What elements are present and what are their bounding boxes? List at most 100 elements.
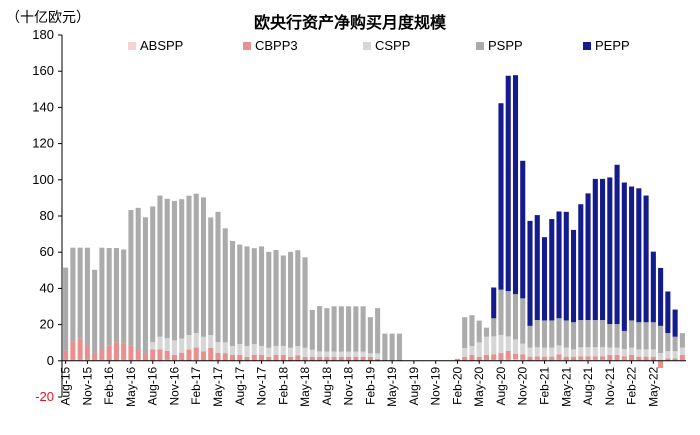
bar-cspp-71 (578, 347, 584, 357)
x-tick-label: Nov-20 (516, 366, 530, 405)
bar-cbpp3-13 (157, 349, 163, 361)
bar-pspp-12 (150, 206, 156, 343)
bar-pspp-79 (636, 322, 642, 350)
bar-cbpp3-20 (208, 347, 214, 361)
bar-cspp-39 (346, 351, 352, 357)
bar-pepp-79 (636, 188, 642, 323)
bar-cbpp3-26 (251, 355, 257, 361)
bar-pspp-41 (360, 306, 366, 352)
bar-abspp-62 (512, 359, 519, 361)
bar-cspp-38 (338, 351, 344, 357)
bar-cbpp3-33 (302, 356, 308, 361)
bar-pspp-69 (563, 320, 569, 348)
bar-cbpp3-0 (63, 350, 69, 360)
x-tick-label: Aug-18 (320, 366, 334, 405)
bar-pepp-73 (592, 178, 598, 321)
x-tick-label: Nov-21 (603, 366, 617, 405)
bar-cbpp3-28 (266, 356, 272, 361)
bar-pspp-20 (208, 217, 214, 336)
y-tick-label: 160 (32, 63, 54, 78)
legend-label-abspp: ABSPP (140, 38, 183, 53)
bar-cspp-69 (563, 347, 569, 357)
x-tick-label: May-18 (298, 366, 312, 406)
bar-cbpp3-43 (375, 358, 381, 361)
bar-pepp-69 (563, 211, 569, 321)
bar-cbpp3-16 (179, 353, 185, 361)
bar-pspp-30 (280, 255, 286, 346)
y-tick-label: 40 (40, 280, 54, 295)
bar-cbpp3-62 (512, 353, 519, 360)
bar-pepp-65 (534, 215, 540, 321)
bar-pspp-17 (186, 195, 192, 336)
bar-pspp-4 (92, 269, 98, 354)
bar-cspp-13 (157, 336, 163, 350)
bar-cbpp3-8 (121, 343, 127, 360)
bar-cspp-30 (280, 345, 286, 356)
bar-pspp-7 (113, 248, 119, 343)
bar-pspp-39 (346, 306, 352, 352)
bar-cspp-33 (302, 347, 308, 357)
y-tick-label: -20 (35, 389, 54, 404)
x-tick-label: Nov-17 (255, 366, 269, 405)
legend-label-pspp: PSPP (488, 38, 523, 53)
bar-cbpp3-1 (70, 341, 76, 360)
bar-pspp-9 (128, 210, 134, 346)
bar-cbpp3-38 (338, 356, 344, 361)
bar-pspp-38 (338, 306, 344, 352)
bar-pspp-43 (375, 308, 381, 354)
bar-cbpp3-68 (556, 354, 562, 360)
bar-pspp-31 (288, 251, 294, 348)
legend-label-pepp: PEPP (595, 38, 630, 53)
y-tick-label: 20 (40, 317, 54, 332)
bar-pspp-0 (63, 267, 69, 351)
bar-pepp-64 (527, 220, 533, 326)
bar-pspp-32 (295, 250, 301, 347)
bar-pepp-61 (505, 75, 511, 292)
bar-pepp-83 (665, 291, 671, 334)
bar-cspp-41 (360, 351, 366, 357)
bar-pspp-83 (665, 333, 671, 352)
bar-cbpp3-39 (346, 356, 352, 361)
x-tick-label: Feb-16 (102, 366, 116, 404)
bar-pspp-45 (389, 333, 395, 361)
bar-cspp-12 (150, 342, 156, 350)
x-tick-label: Feb-19 (363, 366, 377, 404)
x-tick-label: Aug-20 (494, 366, 508, 405)
bar-cbpp3-22 (222, 353, 228, 361)
bar-cbpp3-73 (592, 356, 598, 360)
bar-pspp-8 (121, 249, 127, 344)
bar-pspp-24 (237, 244, 243, 345)
legend-label-cspp: CSPP (375, 38, 410, 53)
x-tick-label: Aug-21 (581, 366, 595, 405)
bar-cspp-67 (549, 347, 555, 357)
bar-pspp-64 (527, 325, 533, 348)
legend-swatch-pspp (476, 42, 484, 50)
bar-cspp-65 (534, 347, 540, 357)
x-tick-label: Nov-19 (429, 366, 443, 405)
bar-cbpp3-57 (476, 356, 482, 361)
bar-cbpp3-63 (520, 354, 526, 360)
bar-pspp-33 (302, 257, 308, 348)
x-tick-label: May-21 (559, 366, 573, 406)
bar-cspp-68 (556, 345, 562, 355)
bar-pspp-62 (512, 294, 519, 340)
bar-pepp-60 (498, 103, 504, 290)
bar-pspp-23 (229, 240, 236, 346)
bar-cbpp3-18 (193, 347, 199, 361)
bar-pspp-28 (266, 251, 272, 348)
bar-pspp-37 (331, 306, 337, 352)
bar-pepp-63 (520, 160, 526, 299)
bar-pspp-78 (629, 320, 635, 348)
bar-pspp-13 (157, 195, 163, 337)
bar-cbpp3-30 (280, 355, 286, 361)
bar-pspp-34 (309, 309, 315, 350)
bar-cbpp3-37 (331, 356, 337, 361)
bar-cspp-36 (324, 351, 330, 357)
bar-pepp-76 (614, 164, 620, 325)
bar-cbpp3-82 (658, 360, 664, 369)
bar-pspp-6 (106, 248, 112, 346)
bar-cbpp3-27 (258, 355, 265, 361)
bar-pspp-11 (142, 217, 148, 354)
bar-pspp-66 (541, 320, 548, 348)
